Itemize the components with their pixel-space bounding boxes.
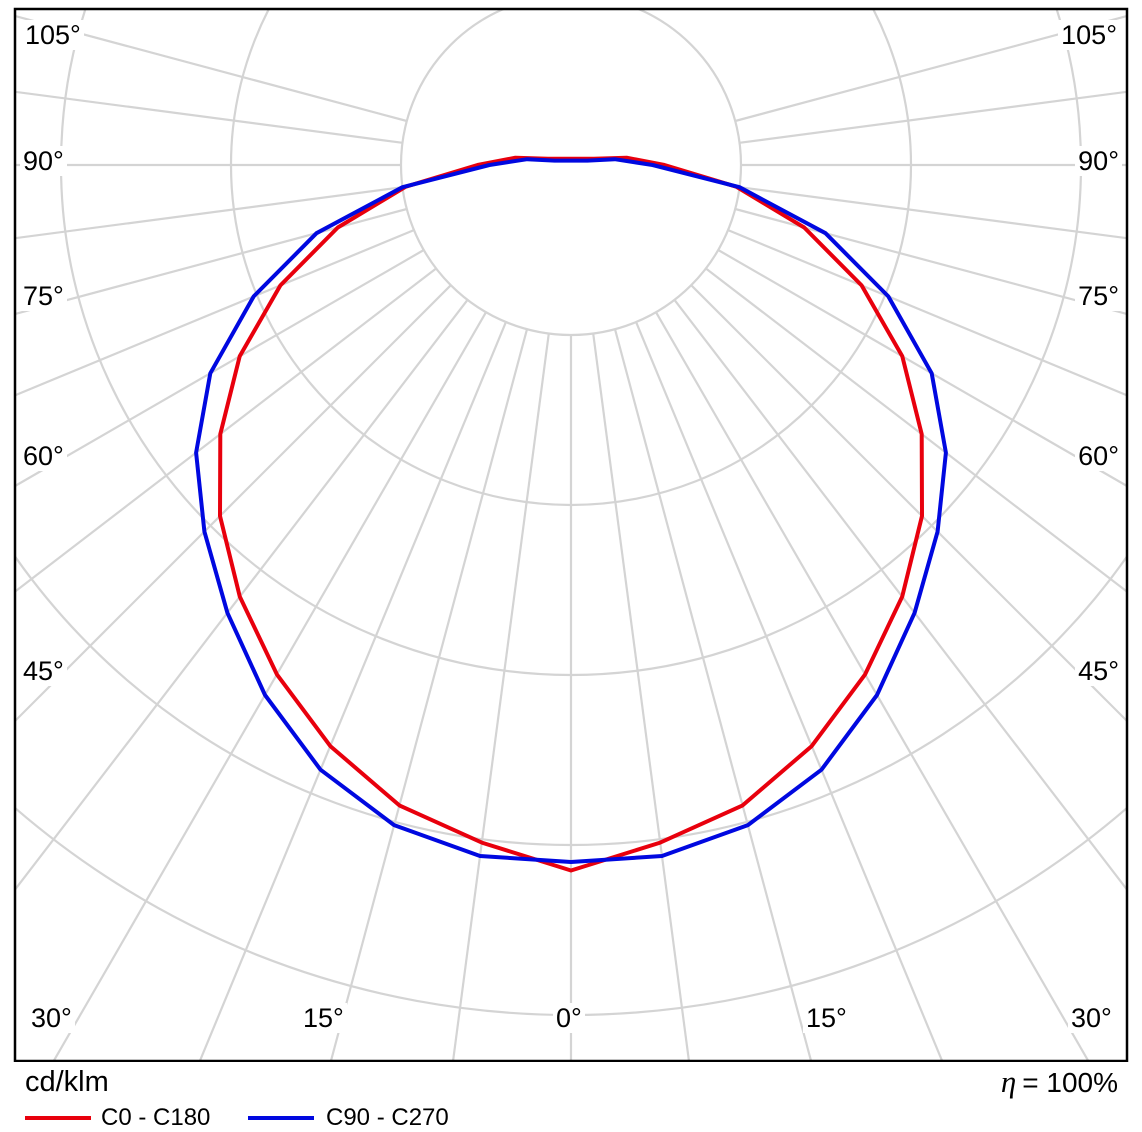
angle-label-right-45: 45° <box>1075 656 1122 686</box>
legend-label-c0-c180: C0 - C180 <box>101 1104 211 1131</box>
polar-chart: 105° 90° 75° 60° 45° 105° 90° 75° 60° 45… <box>13 7 1129 1063</box>
angle-label-left-60: 60° <box>20 441 67 471</box>
legend: C0 - C180 C90 - C270 <box>0 1104 1142 1132</box>
angle-label-bottom-30-right: 30° <box>1068 1003 1115 1033</box>
plot-border <box>13 7 1129 1063</box>
angle-label-bottom-15-right: 15° <box>803 1003 850 1033</box>
units-label: cd/klm <box>25 1066 109 1098</box>
angle-label-bottom-30-left: 30° <box>28 1003 75 1033</box>
angle-label-bottom-15-left: 15° <box>300 1003 347 1033</box>
eta-symbol: η <box>1000 1064 1017 1099</box>
angle-label-left-45: 45° <box>20 656 67 686</box>
polar-chart-svg <box>13 7 1129 1063</box>
legend-label-c90-c270: C90 - C270 <box>326 1104 449 1131</box>
eta-value: = 100% <box>1022 1067 1118 1098</box>
angle-label-right-75: 75° <box>1075 281 1122 311</box>
angle-label-left-105: 105° <box>22 20 84 50</box>
angle-label-left-90: 90° <box>20 146 67 176</box>
curve-c90-c270 <box>194 157 948 864</box>
angle-label-bottom-0: 0° <box>553 1003 585 1033</box>
angle-label-right-60: 60° <box>1075 441 1122 471</box>
angle-label-left-75: 75° <box>20 281 67 311</box>
curve-c0-c180 <box>218 155 924 873</box>
angle-label-right-105: 105° <box>1058 20 1120 50</box>
efficiency-label: η = 100% <box>1001 1064 1118 1100</box>
chart-footer: cd/klm η = 100% C0 - C180 C90 - C270 <box>0 1062 1142 1132</box>
legend-swatch-c90-c270 <box>248 1116 314 1120</box>
angle-label-right-90: 90° <box>1075 146 1122 176</box>
legend-swatch-c0-c180 <box>25 1116 91 1120</box>
polar-grid <box>16 10 1126 1060</box>
